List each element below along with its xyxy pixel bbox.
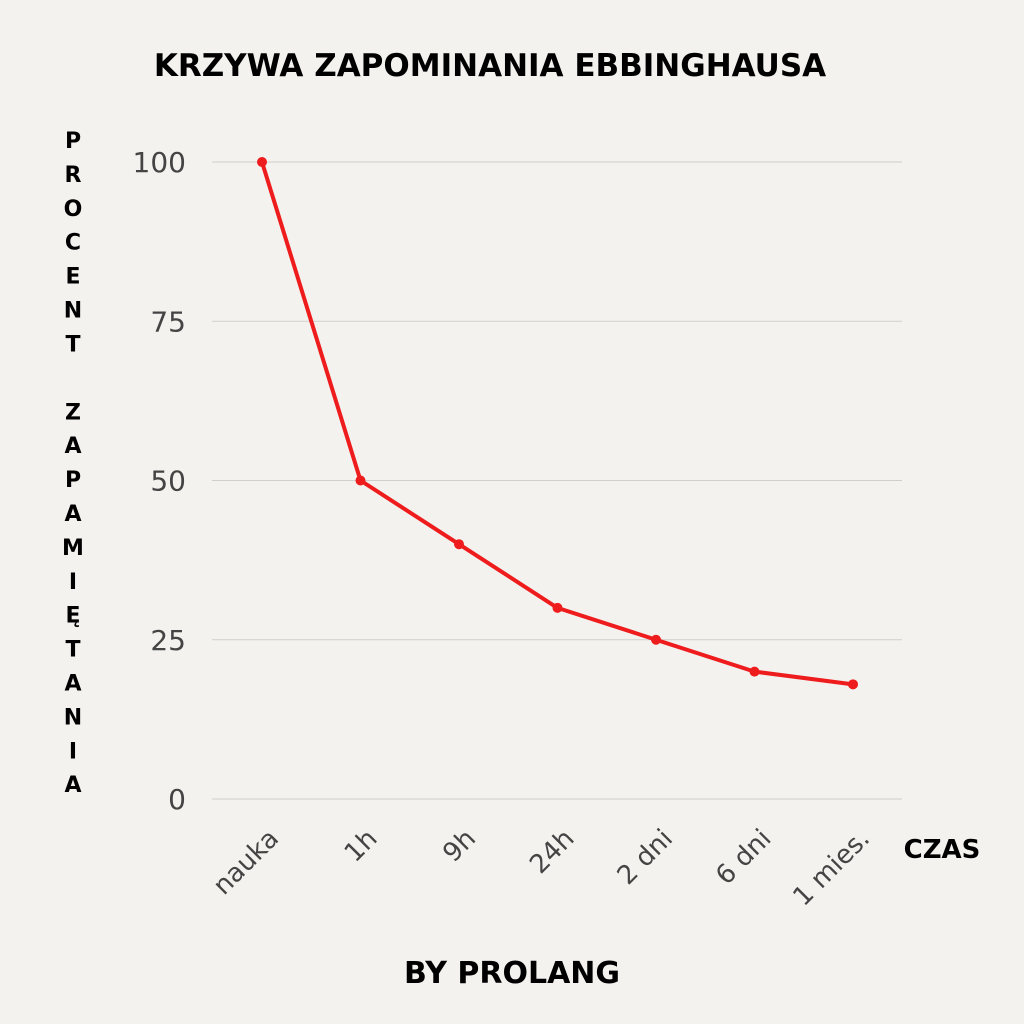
y-tick-label: 50: [150, 465, 186, 498]
data-point: [257, 157, 267, 167]
data-point: [552, 602, 563, 613]
y-axis-label-letter: I: [69, 739, 77, 764]
y-axis-label-letter: Z: [65, 400, 81, 425]
chart-title: KRZYWA ZAPOMINANIA EBBINGHAUSA: [154, 48, 826, 84]
y-axis-label-letter: A: [64, 434, 81, 459]
data-point: [651, 634, 661, 645]
data-point: [848, 679, 858, 690]
y-tick-label: 0: [168, 783, 186, 816]
footer-credit: BY PROLANG: [404, 956, 620, 991]
x-axis-label: CZAS: [904, 835, 981, 865]
y-axis-label-letter: O: [64, 197, 83, 222]
data-point: [454, 539, 464, 550]
x-tick-label: 6 dni: [710, 824, 777, 891]
data-point: [355, 475, 366, 486]
gridlines: [212, 161, 902, 800]
y-tick-label: 75: [150, 305, 186, 338]
data-point: [749, 666, 760, 677]
y-tick-labels: 0 25 50 75 100: [133, 146, 186, 816]
x-tick-labels: nauka 1h 9h 24h 2 dni 6 dni 1 mies.: [208, 824, 876, 913]
y-axis-label-letter: N: [64, 299, 82, 324]
y-axis-label-letter: C: [65, 231, 81, 256]
y-axis-label-letter: A: [64, 672, 81, 697]
y-axis-label-letter: A: [64, 773, 81, 798]
x-tick-label: 24h: [524, 824, 580, 880]
y-axis-label-letter: T: [65, 638, 80, 663]
x-tick-label: 9h: [437, 824, 482, 869]
x-tick-label: nauka: [208, 824, 285, 901]
y-axis-label-letter: M: [62, 536, 84, 561]
y-axis-label-letter: A: [64, 502, 81, 527]
y-axis-label-letter: I: [69, 570, 77, 595]
x-tick-label: 1h: [339, 824, 384, 869]
y-tick-label: 25: [150, 624, 186, 657]
y-axis-label-letter: E: [65, 265, 80, 290]
y-axis-label-letter: Ę: [65, 604, 80, 629]
y-axis-label-letter: N: [64, 705, 82, 730]
x-tick-label: 2 dni: [612, 824, 679, 891]
y-axis-label-letter: P: [65, 129, 81, 154]
y-axis-label-letter: P: [65, 468, 81, 493]
x-tick-label: 1 mies.: [787, 824, 876, 913]
y-axis-label-letter: R: [65, 163, 82, 188]
series-line: [257, 157, 858, 690]
y-tick-label: 100: [133, 146, 186, 179]
y-axis-label-letter: T: [65, 332, 80, 357]
